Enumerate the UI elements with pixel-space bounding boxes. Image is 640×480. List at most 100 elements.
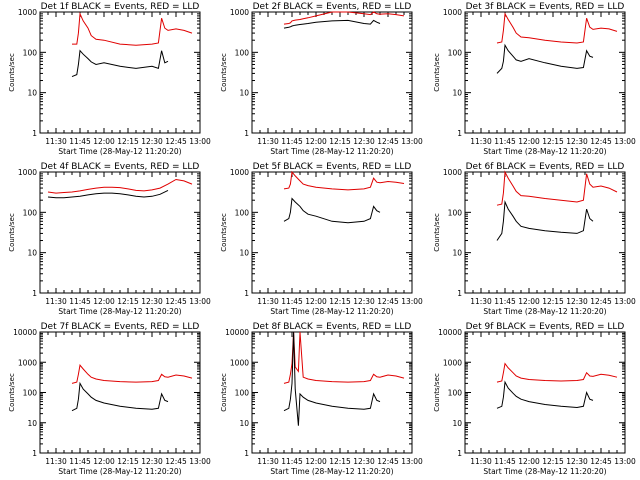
- x-axis-label: Start Time (28-May-12 11:20:20): [483, 467, 606, 476]
- series-line-lld: [283, 331, 405, 384]
- chart-title: Det 6f BLACK = Events, RED = LLD: [466, 162, 625, 172]
- series-line-events: [71, 381, 169, 412]
- x-tick-label: 13:00: [189, 297, 211, 306]
- x-tick-label: 12:15: [329, 457, 351, 466]
- y-tick-label: 1: [457, 289, 462, 298]
- series-line-events: [496, 380, 594, 409]
- y-tick-label: 100: [235, 48, 250, 57]
- x-tick-label: 11:30: [470, 297, 492, 306]
- y-tick-label: 100: [23, 389, 38, 398]
- y-tick-label: 1: [32, 289, 37, 298]
- series-line-events: [47, 189, 169, 199]
- chart-panel-4: Det 4f BLACK = Events, RED = LLD 1 10 100 10…: [8, 162, 211, 316]
- y-tick-label: 1000: [230, 8, 249, 17]
- y-tick-label: 100: [235, 208, 250, 217]
- y-tick-label: 100: [235, 389, 250, 398]
- y-tick-label: 100: [23, 48, 38, 57]
- x-tick-label: 12:30: [353, 137, 375, 146]
- x-tick-label: 12:30: [566, 297, 588, 306]
- chart-title: Det 2f BLACK = Events, RED = LLD: [253, 2, 412, 12]
- x-tick-label: 11:30: [45, 457, 67, 466]
- y-tick-label: 1000: [443, 358, 462, 367]
- series-line-lld: [72, 11, 193, 46]
- series-line-lld: [47, 178, 193, 194]
- y-tick-label: 100: [448, 48, 463, 57]
- x-axis-label: Start Time (28-May-12 11:20:20): [483, 147, 606, 156]
- x-tick-label: 13:00: [614, 137, 636, 146]
- y-tick-label: 1000: [443, 168, 462, 177]
- y-tick-label: 100: [448, 389, 463, 398]
- y-tick-label: 1000: [230, 168, 249, 177]
- x-tick-label: 12:30: [566, 137, 588, 146]
- x-tick-label: 11:30: [470, 457, 492, 466]
- x-tick-label: 11:30: [45, 137, 67, 146]
- x-tick-label: 12:15: [542, 457, 564, 466]
- y-tick-label: 1: [32, 449, 37, 458]
- x-tick-label: 11:45: [69, 457, 91, 466]
- x-tick-label: 12:15: [117, 457, 139, 466]
- y-axis-label: Counts/sec: [433, 213, 441, 252]
- x-tick-label: 12:00: [518, 457, 540, 466]
- chart-panel-6: Det 6f BLACK = Events, RED = LLD 1 10 100 10…: [433, 162, 636, 316]
- x-axis-label: Start Time (28-May-12 11:20:20): [58, 307, 181, 316]
- x-tick-label: 13:00: [401, 137, 423, 146]
- y-tick-label: 10: [452, 89, 462, 98]
- x-tick-label: 12:00: [518, 137, 540, 146]
- y-tick-label: 1000: [18, 358, 37, 367]
- x-tick-label: 11:30: [257, 137, 279, 146]
- chart-panel-1: Det 1f BLACK = Events, RED = LLD 1 10 100 10…: [8, 2, 211, 156]
- plot-frame: [464, 11, 626, 134]
- chart-panel-2: Det 2f BLACK = Events, RED = LLD 1 10 100 10…: [220, 2, 423, 156]
- x-tick-label: 12:30: [141, 297, 163, 306]
- x-tick-label: 12:45: [590, 137, 612, 146]
- series-line-lld: [71, 364, 193, 384]
- y-tick-label: 10: [452, 419, 462, 428]
- x-axis-label: Start Time (28-May-12 11:20:20): [270, 147, 393, 156]
- y-axis-label: Counts/sec: [8, 53, 16, 92]
- x-tick-label: 13:00: [401, 457, 423, 466]
- x-tick-label: 11:45: [281, 297, 303, 306]
- x-tick-label: 11:45: [281, 137, 303, 146]
- y-axis-label: Counts/sec: [8, 213, 16, 252]
- y-axis-label: Counts/sec: [433, 373, 441, 412]
- x-axis-label: Start Time (28-May-12 11:20:20): [483, 307, 606, 316]
- chart-panel-5: Det 5f BLACK = Events, RED = LLD 1 10 100 10…: [220, 162, 423, 316]
- series-line-lld: [283, 11, 405, 25]
- series-line-events: [283, 197, 381, 224]
- chart-title: Det 3f BLACK = Events, RED = LLD: [466, 2, 625, 12]
- chart-title: Det 8f BLACK = Events, RED = LLD: [253, 322, 412, 332]
- y-tick-label: 10000: [13, 328, 37, 337]
- plot-frame: [39, 11, 201, 134]
- chart-title: Det 1f BLACK = Events, RED = LLD: [41, 2, 200, 12]
- chart-panel-9: Det 9f BLACK = Events, RED = LLD 1 10 100 10…: [433, 322, 636, 476]
- plot-frame: [39, 331, 201, 454]
- plot-frame: [464, 331, 626, 454]
- y-tick-label: 1: [457, 449, 462, 458]
- x-tick-label: 12:30: [353, 457, 375, 466]
- y-tick-label: 1000: [443, 8, 462, 17]
- x-tick-label: 12:45: [165, 297, 187, 306]
- series-line-events: [496, 43, 594, 74]
- x-tick-label: 12:45: [590, 457, 612, 466]
- x-tick-label: 12:00: [93, 137, 115, 146]
- x-tick-label: 12:15: [117, 297, 139, 306]
- chart-title: Det 9f BLACK = Events, RED = LLD: [466, 322, 625, 332]
- x-tick-label: 13:00: [189, 457, 211, 466]
- x-tick-label: 12:15: [329, 297, 351, 306]
- x-tick-label: 12:30: [141, 137, 163, 146]
- y-tick-label: 1: [244, 449, 249, 458]
- x-tick-label: 12:00: [305, 297, 327, 306]
- series-line-lld: [496, 170, 618, 206]
- y-axis-label: Counts/sec: [220, 213, 228, 252]
- x-tick-label: 12:00: [305, 457, 327, 466]
- y-tick-label: 10: [27, 249, 37, 258]
- plot-frame: [251, 171, 413, 294]
- x-tick-label: 11:45: [69, 137, 91, 146]
- x-tick-label: 11:45: [69, 297, 91, 306]
- x-tick-label: 13:00: [614, 457, 636, 466]
- plot-frame: [39, 171, 201, 294]
- y-tick-label: 1: [32, 129, 37, 138]
- series-line-events: [496, 200, 594, 241]
- y-tick-label: 1000: [18, 168, 37, 177]
